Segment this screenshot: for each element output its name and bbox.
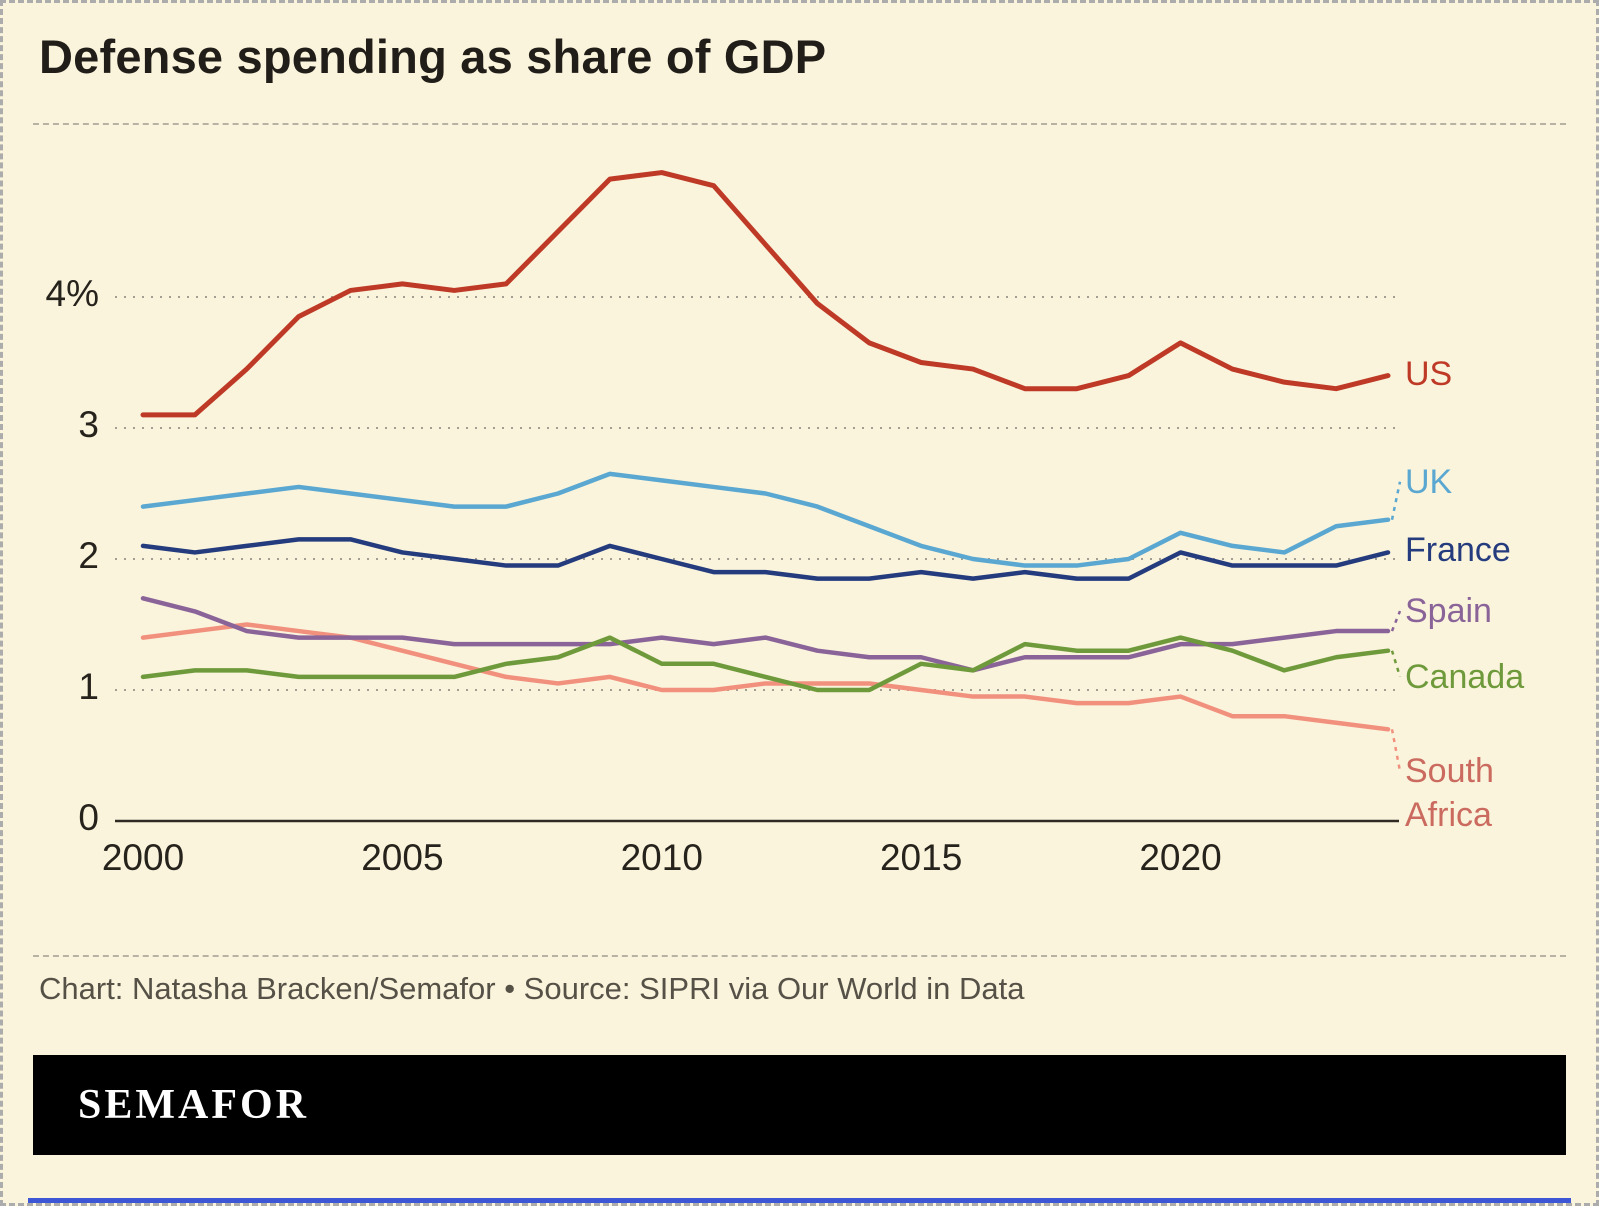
series-line-us: [140, 170, 1391, 418]
x-tick-2010: 2010: [620, 837, 703, 878]
leader-uk: [1390, 481, 1402, 520]
y-tick-1: 1: [78, 666, 99, 707]
separator-top: [33, 123, 1566, 125]
semafor-wordmark: SEMAFOR: [78, 1082, 309, 1128]
leader-canada: [1390, 650, 1402, 678]
y-tick-3: 3: [78, 404, 99, 445]
series-label-uk: UK: [1405, 462, 1453, 501]
y-tick-0: 0: [78, 797, 99, 838]
series-label-spain: Spain: [1405, 592, 1492, 631]
series-label-south-africa: South Africa: [1405, 752, 1494, 835]
x-tick-2000: 2000: [101, 837, 185, 878]
series-label-france: France: [1405, 531, 1511, 570]
series-line-canada: [140, 635, 1391, 693]
x-tick-2005: 2005: [361, 837, 444, 878]
y-tick-4: 4%: [45, 273, 99, 314]
leader-spain: [1390, 610, 1402, 632]
semafor-logo-bar: SEMAFOR: [33, 1055, 1566, 1155]
y-tick-2: 2: [78, 535, 99, 576]
bottom-accent-bar: [28, 1198, 1571, 1203]
x-tick-2020: 2020: [1139, 837, 1222, 878]
series-line-south-africa: [140, 622, 1391, 732]
series-label-canada: Canada: [1405, 657, 1525, 696]
chart-title: Defense spending as share of GDP: [39, 30, 827, 83]
series-label-us: US: [1405, 354, 1453, 393]
series-line-uk: [140, 471, 1391, 568]
x-tick-2015: 2015: [879, 837, 963, 878]
line-chart-canvas: [115, 170, 1402, 823]
chart-caption: Chart: Natasha Bracken/Semafor • Source:…: [39, 971, 1025, 1006]
leader-south-africa: [1390, 729, 1402, 772]
series-line-spain: [140, 596, 1391, 673]
separator-bottom: [33, 955, 1566, 957]
series-line-france: [140, 537, 1391, 581]
